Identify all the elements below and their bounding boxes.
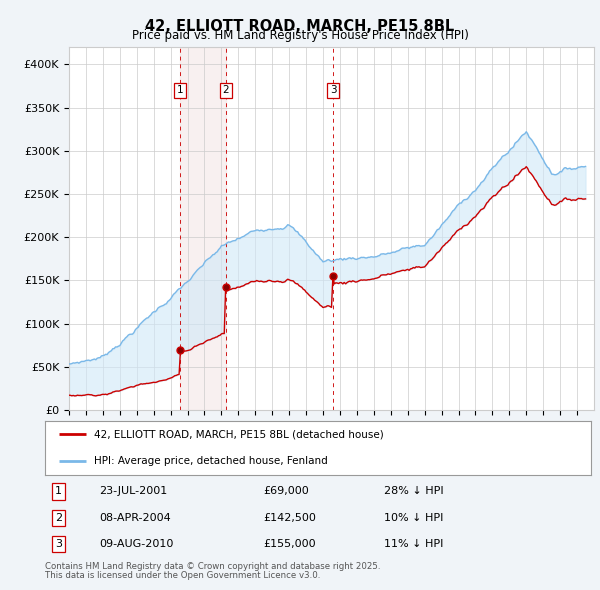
Text: 3: 3 bbox=[55, 539, 62, 549]
Text: 42, ELLIOTT ROAD, MARCH, PE15 8BL (detached house): 42, ELLIOTT ROAD, MARCH, PE15 8BL (detac… bbox=[94, 430, 384, 439]
Text: 2: 2 bbox=[55, 513, 62, 523]
Text: 2: 2 bbox=[223, 86, 229, 96]
Text: £155,000: £155,000 bbox=[263, 539, 316, 549]
Text: 09-AUG-2010: 09-AUG-2010 bbox=[100, 539, 174, 549]
Text: 28% ↓ HPI: 28% ↓ HPI bbox=[383, 486, 443, 496]
Text: HPI: Average price, detached house, Fenland: HPI: Average price, detached house, Fenl… bbox=[94, 457, 328, 466]
Text: Price paid vs. HM Land Registry's House Price Index (HPI): Price paid vs. HM Land Registry's House … bbox=[131, 29, 469, 42]
Text: This data is licensed under the Open Government Licence v3.0.: This data is licensed under the Open Gov… bbox=[45, 571, 320, 579]
Text: 10% ↓ HPI: 10% ↓ HPI bbox=[383, 513, 443, 523]
Text: 1: 1 bbox=[176, 86, 183, 96]
Text: Contains HM Land Registry data © Crown copyright and database right 2025.: Contains HM Land Registry data © Crown c… bbox=[45, 562, 380, 571]
Bar bbox=[180, 47, 226, 410]
Text: £142,500: £142,500 bbox=[263, 513, 316, 523]
Text: 3: 3 bbox=[330, 86, 337, 96]
Text: £69,000: £69,000 bbox=[263, 486, 309, 496]
Text: 42, ELLIOTT ROAD, MARCH, PE15 8BL: 42, ELLIOTT ROAD, MARCH, PE15 8BL bbox=[145, 19, 455, 34]
Text: 1: 1 bbox=[55, 486, 62, 496]
Text: 11% ↓ HPI: 11% ↓ HPI bbox=[383, 539, 443, 549]
Text: 08-APR-2004: 08-APR-2004 bbox=[100, 513, 172, 523]
Text: 23-JUL-2001: 23-JUL-2001 bbox=[100, 486, 168, 496]
